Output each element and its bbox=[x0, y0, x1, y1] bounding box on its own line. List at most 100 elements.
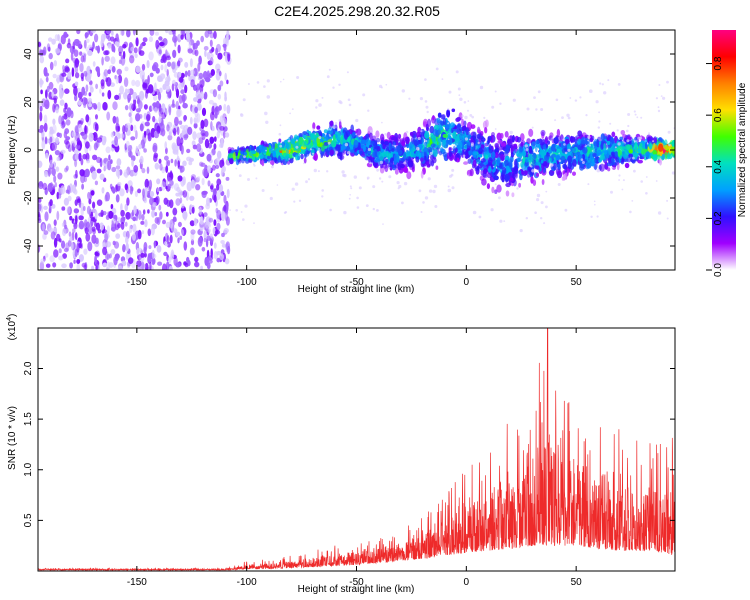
noise-cell bbox=[96, 168, 102, 174]
noise-cell bbox=[204, 91, 208, 100]
noise-cell bbox=[85, 221, 90, 229]
halo-cell bbox=[579, 96, 582, 99]
halo-cell bbox=[428, 189, 433, 193]
ridge-cell bbox=[369, 131, 373, 141]
noise-cell bbox=[53, 60, 57, 67]
halo-cell bbox=[596, 168, 601, 173]
noise-cell bbox=[57, 34, 60, 42]
noise-cell bbox=[200, 162, 206, 167]
ridge-cell bbox=[541, 139, 545, 146]
noise-cell bbox=[68, 231, 72, 237]
noise-cell bbox=[58, 255, 64, 261]
snr-series-line bbox=[38, 328, 675, 571]
noise-cell bbox=[44, 136, 48, 145]
noise-cell bbox=[225, 241, 231, 251]
ridge-cell bbox=[429, 138, 433, 146]
noise-cell bbox=[67, 71, 72, 80]
halo-cell bbox=[353, 175, 357, 179]
noise-cell bbox=[108, 154, 111, 161]
ridge-cell bbox=[272, 150, 277, 158]
ridge-cell bbox=[472, 150, 478, 158]
noise-cell bbox=[193, 217, 198, 227]
noise-cell bbox=[203, 118, 209, 128]
ridge-cell bbox=[480, 137, 486, 142]
noise-cell bbox=[61, 120, 66, 128]
ridge-cell bbox=[578, 154, 583, 163]
halo-cell bbox=[494, 128, 497, 130]
noise-cell bbox=[72, 228, 76, 233]
noise-cell bbox=[142, 209, 146, 215]
halo-cell bbox=[344, 143, 349, 147]
noise-cell bbox=[201, 178, 205, 186]
noise-cell bbox=[178, 71, 182, 78]
noise-cell bbox=[145, 90, 148, 99]
noise-cell bbox=[208, 99, 214, 105]
noise-cell bbox=[182, 190, 188, 198]
ridge-cell bbox=[520, 140, 526, 146]
halo-cell bbox=[269, 196, 273, 201]
noise-cell bbox=[49, 159, 54, 168]
noise-cell bbox=[184, 70, 188, 78]
noise-cell bbox=[180, 72, 185, 79]
ridge-cell bbox=[295, 154, 299, 161]
halo-cell bbox=[616, 129, 619, 132]
halo-cell bbox=[240, 211, 243, 213]
ridge-cell bbox=[509, 177, 514, 182]
halo-cell bbox=[467, 100, 470, 102]
colorbar-tick-label: 0.4 bbox=[713, 159, 724, 173]
noise-cell bbox=[103, 50, 109, 56]
noise-cell bbox=[61, 240, 66, 249]
ridge-cell bbox=[248, 158, 253, 164]
ridge-cell bbox=[478, 153, 483, 158]
ridge-cell bbox=[663, 152, 669, 160]
noise-cell bbox=[219, 70, 222, 77]
noise-cell bbox=[154, 162, 160, 170]
noise-cell bbox=[119, 85, 124, 95]
halo-cell bbox=[598, 120, 601, 123]
x-tick-label: 0 bbox=[464, 577, 470, 588]
ridge-cell bbox=[451, 108, 456, 113]
noise-cell bbox=[167, 177, 172, 182]
noise-cell bbox=[184, 61, 189, 68]
noise-cell bbox=[133, 165, 139, 173]
ridge-cell bbox=[419, 157, 424, 163]
noise-cell bbox=[224, 51, 228, 62]
noise-cell bbox=[125, 211, 131, 220]
ridge-cell bbox=[331, 139, 337, 148]
noise-cell bbox=[167, 61, 172, 67]
halo-cell bbox=[587, 183, 590, 186]
noise-cell bbox=[43, 67, 48, 77]
ridge-cell bbox=[487, 135, 492, 141]
noise-cell bbox=[82, 97, 88, 106]
ridge-cell bbox=[381, 143, 387, 150]
halo-cell bbox=[265, 120, 269, 125]
noise-cell bbox=[182, 176, 186, 186]
noise-cell bbox=[112, 187, 116, 194]
halo-cell bbox=[629, 135, 632, 137]
noise-cell bbox=[92, 154, 98, 161]
x-tick-label: -50 bbox=[349, 577, 364, 588]
ridge-cell bbox=[553, 137, 559, 145]
ridge-cell bbox=[390, 157, 394, 163]
ridge-cell bbox=[430, 143, 436, 148]
noise-cell bbox=[56, 210, 60, 221]
halo-cell bbox=[657, 211, 662, 215]
halo-cell bbox=[537, 90, 541, 94]
ridge-cell bbox=[645, 141, 648, 150]
halo-cell bbox=[601, 83, 604, 86]
noise-cell bbox=[74, 81, 79, 87]
ridge-cell bbox=[382, 162, 388, 169]
noise-cell bbox=[156, 187, 160, 193]
noise-cell bbox=[96, 137, 103, 143]
spectrogram-x-label: Height of straight line (km) bbox=[298, 284, 415, 295]
ridge-cell bbox=[424, 132, 430, 139]
halo-cell bbox=[244, 204, 248, 208]
noise-cell bbox=[39, 79, 44, 85]
ridge-cell bbox=[566, 143, 571, 151]
halo-cell bbox=[293, 200, 296, 203]
noise-cell bbox=[113, 241, 120, 249]
ridge-cell bbox=[325, 134, 331, 140]
ridge-cell bbox=[485, 154, 489, 159]
noise-cell bbox=[189, 157, 194, 162]
ridge-cell bbox=[262, 146, 268, 154]
